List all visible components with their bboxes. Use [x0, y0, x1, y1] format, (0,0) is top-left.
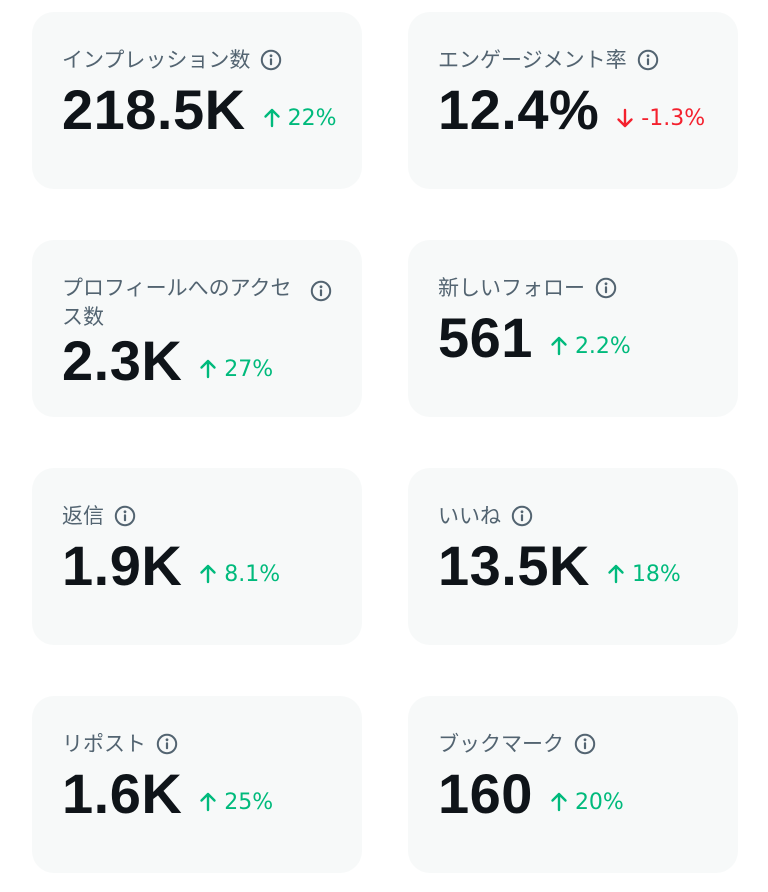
arrow-up-icon [551, 336, 567, 356]
metric-delta-value: 8.1% [224, 561, 281, 587]
arrow-up-icon [200, 564, 216, 584]
arrow-down-icon [617, 108, 633, 128]
metric-value: 1.6K [62, 762, 183, 825]
info-icon[interactable] [114, 505, 136, 527]
metric-label: ブックマーク [438, 732, 564, 756]
metric-value: 13.5K [438, 534, 590, 597]
metric-card-reposts: リポスト 1.6K 25% [32, 696, 362, 873]
metric-label-row: プロフィールへのアクセス数 [62, 274, 332, 332]
metric-delta: 8.1% [198, 562, 280, 587]
metric-value-row: 218.5K 22% [62, 78, 336, 141]
metric-label-row: リポスト [62, 730, 332, 759]
metric-label-row: いいね [438, 502, 708, 531]
metric-label: 返信 [62, 504, 104, 528]
metric-card-engagement-rate: エンゲージメント率 12.4% -1.3% [408, 12, 738, 189]
metric-delta: 22% [262, 105, 337, 131]
metric-value: 218.5K [62, 78, 246, 141]
arrow-up-icon [551, 792, 567, 812]
metric-delta: 27% [198, 357, 273, 382]
metric-delta: 20% [549, 790, 624, 815]
info-icon[interactable] [595, 277, 617, 299]
metric-delta: -1.3% [615, 106, 705, 131]
metric-value-row: 2.3K 27% [62, 330, 332, 392]
metric-card-bookmarks: ブックマーク 160 20% [408, 696, 738, 873]
metric-value-row: 13.5K 18% [438, 535, 708, 597]
metric-card-new-follows: 新しいフォロー 561 2.2% [408, 240, 738, 417]
info-icon[interactable] [260, 49, 282, 71]
metric-label: プロフィールへのアクセス数 [62, 276, 292, 329]
metric-value-row: 160 20% [438, 763, 708, 825]
info-icon[interactable] [574, 733, 596, 755]
metric-value: 561 [438, 306, 533, 369]
metric-value: 2.3K [62, 329, 183, 392]
metric-card-likes: いいね 13.5K 18% [408, 468, 738, 645]
metric-delta: 25% [198, 790, 273, 815]
metric-delta-value: 20% [574, 789, 624, 815]
metric-label-row: インプレッション数 [62, 46, 332, 75]
metric-value-row: 1.9K 8.1% [62, 535, 332, 597]
metric-value-row: 1.6K 25% [62, 763, 332, 825]
info-icon[interactable] [156, 733, 178, 755]
metric-label: 新しいフォロー [438, 276, 585, 300]
metric-delta-value: 18% [631, 561, 681, 587]
metric-delta-value: 25% [224, 789, 274, 815]
arrow-up-icon [200, 792, 216, 812]
metric-value: 1.9K [62, 534, 183, 597]
metric-value-row: 12.4% -1.3% [438, 79, 708, 141]
metric-label-row: ブックマーク [438, 730, 708, 759]
metric-card-replies: 返信 1.9K 8.1% [32, 468, 362, 645]
metric-card-profile-visits: プロフィールへのアクセス数 2.3K 27% [32, 240, 362, 417]
metric-delta: 2.2% [549, 334, 631, 359]
metric-delta-value: -1.3% [641, 105, 706, 131]
metric-delta-value: 27% [224, 356, 274, 382]
metric-label-row: エンゲージメント率 [438, 46, 708, 75]
metric-label: リポスト [62, 732, 146, 756]
arrow-up-icon [200, 359, 216, 379]
info-icon[interactable] [511, 505, 533, 527]
metric-label: エンゲージメント率 [438, 48, 627, 72]
metric-label-row: 新しいフォロー [438, 274, 708, 303]
metrics-grid: インプレッション数 218.5K 22% エンゲージメント率 [32, 12, 738, 873]
arrow-up-icon [608, 564, 624, 584]
info-icon[interactable] [637, 49, 659, 71]
metric-delta-value: 22% [287, 105, 337, 131]
metric-value: 12.4% [438, 78, 600, 141]
metric-delta: 18% [606, 562, 681, 587]
metric-label: インプレッション数 [62, 48, 251, 72]
info-icon[interactable] [310, 280, 332, 302]
metric-value-row: 561 2.2% [438, 307, 708, 369]
metric-label-row: 返信 [62, 502, 332, 531]
metric-value: 160 [438, 762, 533, 825]
metric-card-impressions: インプレッション数 218.5K 22% [32, 12, 362, 189]
arrow-up-icon [263, 108, 280, 128]
metric-delta-value: 2.2% [574, 333, 631, 359]
metric-label: いいね [438, 504, 501, 528]
